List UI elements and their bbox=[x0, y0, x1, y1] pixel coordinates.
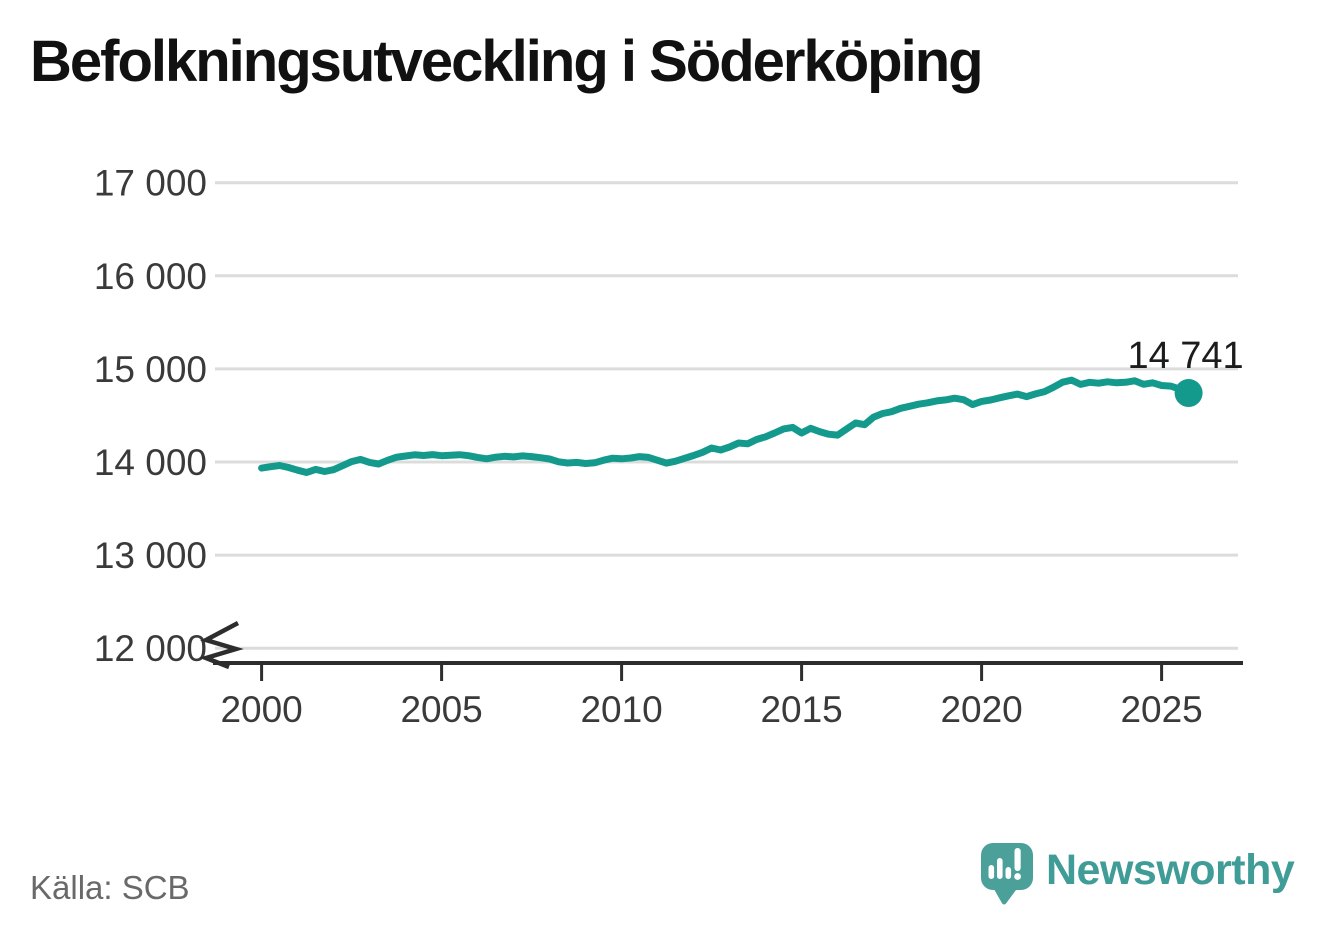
y-tick-label: 13 000 bbox=[94, 535, 207, 576]
axis-break-icon bbox=[199, 621, 244, 670]
exclamation-dot bbox=[1014, 873, 1021, 880]
bar-3 bbox=[1005, 867, 1012, 879]
chart-title: Befolkningsutveckling i Söderköping bbox=[30, 29, 984, 94]
y-tick-label: 14 000 bbox=[94, 442, 207, 483]
x-tick-label: 2005 bbox=[400, 689, 482, 730]
newsworthy-logo-icon bbox=[981, 843, 1033, 905]
y-tick-label: 16 000 bbox=[94, 256, 207, 297]
newsworthy-wordmark: Newsworthy bbox=[1046, 846, 1295, 894]
y-tick-label: 17 000 bbox=[94, 163, 207, 204]
x-tick-label: 2010 bbox=[580, 689, 662, 730]
y-tick-label: 15 000 bbox=[94, 349, 207, 390]
y-tick-label: 12 000 bbox=[94, 628, 207, 669]
newsworthy-logo: Newsworthy bbox=[981, 843, 1295, 909]
x-tick-label: 2015 bbox=[760, 689, 842, 730]
end-point-dot bbox=[1174, 379, 1203, 408]
x-tick-label: 2000 bbox=[220, 689, 302, 730]
population-line bbox=[258, 376, 1193, 476]
bar-2 bbox=[997, 858, 1003, 879]
bar-1 bbox=[988, 865, 995, 879]
end-value-label: 14 741 bbox=[1127, 335, 1243, 377]
source-label: Källa: SCB bbox=[30, 869, 190, 906]
exclamation-bar bbox=[1014, 848, 1021, 871]
x-tick-label: 2025 bbox=[1120, 689, 1202, 730]
x-tick-label: 2020 bbox=[940, 689, 1022, 730]
